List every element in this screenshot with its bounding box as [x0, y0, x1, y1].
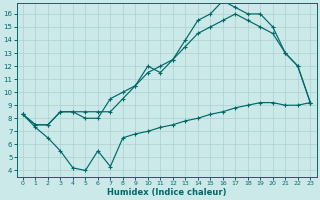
X-axis label: Humidex (Indice chaleur): Humidex (Indice chaleur)	[107, 188, 226, 197]
